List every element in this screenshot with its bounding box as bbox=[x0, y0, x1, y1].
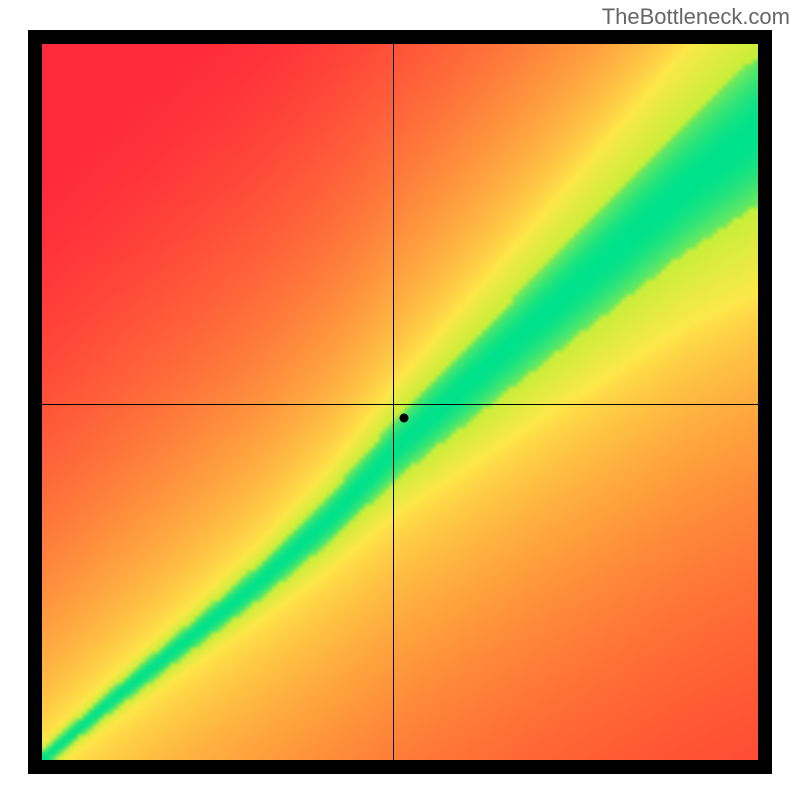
chart-container: TheBottleneck.com bbox=[0, 0, 800, 800]
plot-area bbox=[42, 44, 758, 760]
watermark-text: TheBottleneck.com bbox=[602, 4, 790, 30]
crosshair-horizontal bbox=[42, 404, 758, 405]
crosshair-vertical bbox=[393, 44, 394, 760]
chart-frame bbox=[28, 30, 772, 774]
heatmap-canvas bbox=[42, 44, 758, 760]
emphasis-point bbox=[399, 413, 408, 422]
